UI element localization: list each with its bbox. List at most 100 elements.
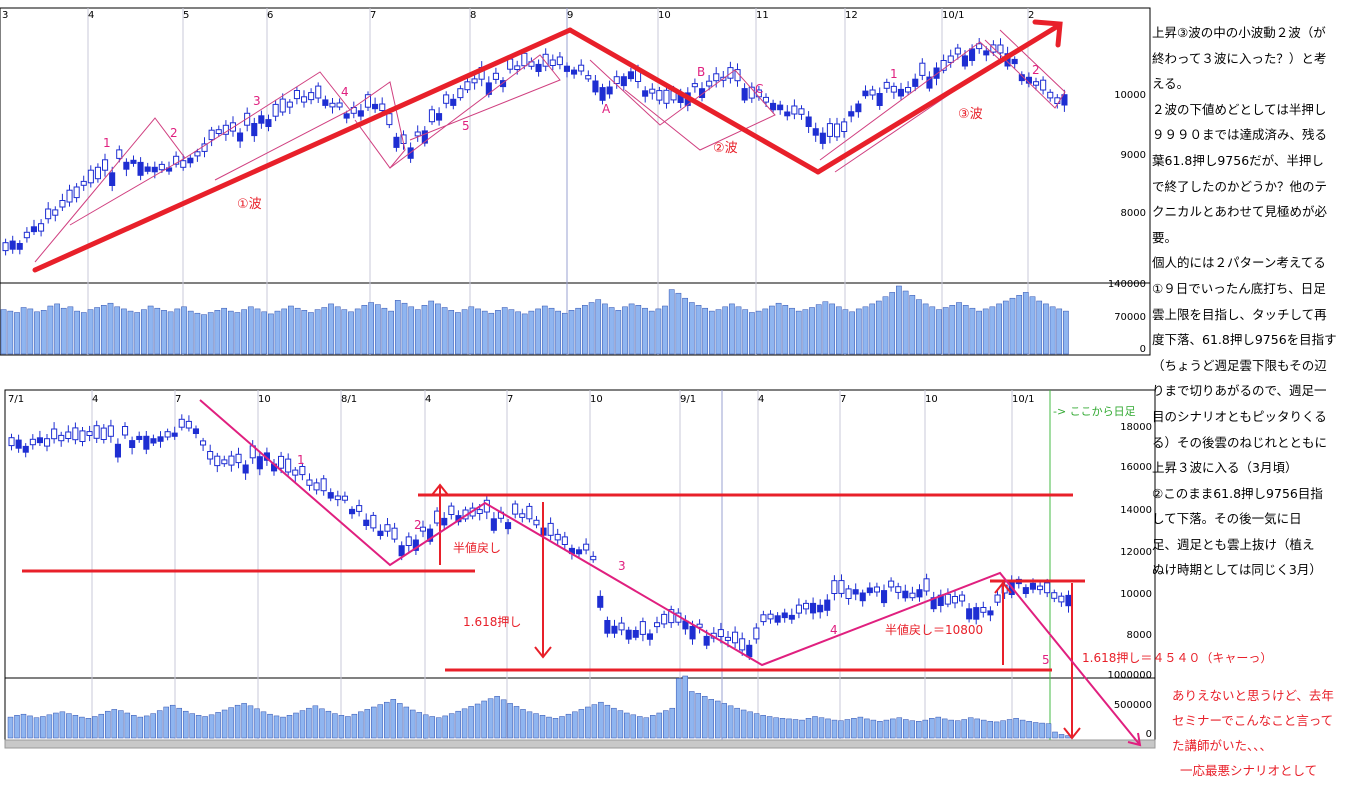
candle-body (109, 172, 116, 187)
candle-body (428, 109, 435, 123)
volume-bar (875, 300, 882, 355)
volume-bar (501, 307, 508, 355)
volume-bar (775, 302, 782, 355)
volume-bar (942, 307, 949, 355)
top-candles (2, 38, 1068, 256)
commentary-line: 上昇③波の中の小波動２波（が (1152, 25, 1326, 40)
commentary-line: る）その後雲のねじれとともに (1152, 434, 1328, 450)
volume-bar (214, 310, 221, 355)
candle-body (514, 65, 521, 71)
candle-body (578, 64, 585, 72)
volume-bar (481, 310, 488, 355)
wave-label-a: A (602, 102, 611, 116)
candle-body (976, 43, 983, 50)
candle-body (443, 94, 450, 104)
volume-bar (962, 305, 969, 355)
commentary-line: た講師がいた、、、 (1172, 738, 1273, 753)
volume-bar (475, 308, 481, 355)
volume-bar (334, 306, 341, 355)
volume-bar (982, 308, 989, 355)
volume-bar (802, 309, 809, 355)
volume-bar (809, 307, 815, 355)
candle-body (649, 88, 656, 94)
volume-bar (729, 303, 735, 355)
candle-body (87, 169, 94, 184)
candle-body (848, 111, 855, 117)
wave-label-5: 5 (462, 119, 470, 133)
wave-label-c: C (755, 82, 763, 96)
volume-bar (401, 302, 408, 355)
candle-body (947, 55, 954, 63)
volume-bar (281, 308, 288, 355)
volume-bar (742, 309, 749, 355)
volume-bar (488, 312, 495, 355)
candle-body (656, 90, 663, 101)
candle-body (244, 112, 251, 126)
wave-label-2: 2 (170, 126, 178, 140)
volume-bar (862, 306, 869, 355)
volume-bar (682, 297, 688, 355)
volume-bar (635, 305, 642, 355)
volume-bar (107, 302, 114, 355)
candle-body (38, 223, 45, 232)
candle-body (563, 65, 571, 72)
top-x-tick: 3 (2, 10, 8, 21)
volume-bar (227, 310, 234, 355)
candle-body (66, 189, 73, 203)
candle-body (137, 161, 144, 176)
wave-label-small-1: 1 (890, 67, 898, 81)
volume-bar (448, 310, 455, 355)
candle-body (620, 76, 627, 87)
candle-body (592, 80, 599, 93)
volume-bar (521, 313, 528, 355)
top-x-tick: 10/1 (942, 10, 964, 21)
volume-bar (608, 307, 615, 355)
volume-bar (294, 307, 301, 355)
volume-bar (167, 311, 174, 355)
volume-bar (261, 311, 268, 355)
volume-bar (528, 310, 535, 355)
volume-bar (535, 308, 541, 355)
candle-body (599, 87, 606, 101)
volume-bar (889, 292, 896, 355)
volume-bar (428, 300, 435, 355)
candle-body (180, 160, 187, 168)
candle-body (73, 186, 80, 199)
volume-bar (147, 305, 154, 355)
top-y-tick: 10000 (1114, 90, 1146, 101)
volume-bar (34, 311, 40, 355)
volume-bar (949, 305, 956, 355)
candle-body (293, 90, 300, 100)
wave-label-big-2: ②波 (713, 141, 738, 156)
candle-body (1011, 58, 1018, 65)
wave-label-b: B (697, 65, 705, 79)
volume-bar (234, 312, 241, 355)
commentary-bottom: ありえないと思うけど、去年 セミナーでこんなこと言って た講師がいた、、、 一応… (1172, 683, 1334, 783)
candle-body (997, 44, 1004, 54)
volume-bar (515, 311, 521, 355)
candle-body (940, 60, 947, 71)
candle-body (407, 147, 414, 159)
volume-bar (194, 312, 201, 355)
commentary-line: 上昇３波に入る（3月頃） (1152, 460, 1298, 476)
volume-bar (314, 309, 321, 355)
volume-bar (789, 307, 795, 355)
volume-bar (87, 309, 94, 355)
volume-bar (134, 312, 141, 355)
volume-bar (956, 302, 962, 355)
candle-body (116, 149, 123, 159)
candle-body (144, 166, 151, 172)
candle-body (94, 166, 102, 180)
volume-bar (1056, 308, 1063, 355)
candle-body (1033, 81, 1040, 86)
volume-bar (67, 306, 74, 355)
channel-wave-5 (389, 54, 561, 169)
candle-body (762, 96, 770, 103)
commentary-right: 上昇③波の中の小波動２波（が 終わって３波に入った？）と考 える。 ２波の下値め… (1152, 20, 1337, 583)
volume-bar (421, 305, 428, 355)
candle-body (436, 113, 443, 121)
candle-body (791, 105, 798, 115)
candle-body (102, 159, 109, 171)
wave-label-3: 3 (253, 94, 261, 108)
candle-body (237, 132, 244, 142)
